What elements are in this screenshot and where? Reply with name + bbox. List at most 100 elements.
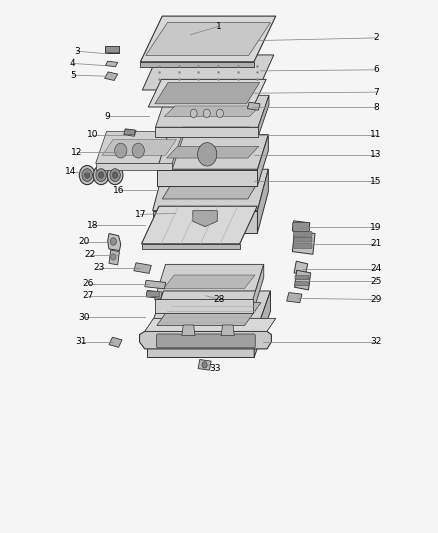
Polygon shape [155, 300, 253, 313]
Polygon shape [258, 169, 268, 233]
Polygon shape [166, 147, 259, 158]
Polygon shape [157, 135, 268, 169]
Polygon shape [157, 303, 261, 326]
Text: 15: 15 [371, 177, 382, 186]
Polygon shape [102, 140, 177, 156]
Polygon shape [109, 337, 122, 348]
FancyBboxPatch shape [293, 231, 312, 236]
Polygon shape [148, 79, 266, 107]
Circle shape [107, 165, 123, 184]
Circle shape [96, 168, 106, 181]
Polygon shape [155, 127, 258, 137]
Polygon shape [141, 244, 240, 249]
Text: 19: 19 [371, 223, 382, 232]
Polygon shape [157, 169, 258, 185]
Text: 9: 9 [105, 111, 110, 120]
FancyBboxPatch shape [106, 46, 120, 53]
Polygon shape [152, 211, 258, 233]
Text: 8: 8 [373, 102, 379, 111]
Polygon shape [163, 275, 255, 289]
Polygon shape [95, 132, 183, 164]
Circle shape [79, 165, 95, 184]
Polygon shape [182, 325, 195, 336]
FancyBboxPatch shape [293, 237, 312, 242]
Circle shape [198, 143, 217, 166]
Polygon shape [141, 16, 276, 62]
Text: 16: 16 [113, 186, 124, 195]
Circle shape [85, 172, 90, 178]
Polygon shape [155, 83, 260, 104]
Text: 14: 14 [65, 167, 76, 176]
Polygon shape [140, 332, 272, 349]
Polygon shape [106, 46, 120, 53]
Polygon shape [258, 135, 268, 185]
Circle shape [190, 109, 197, 118]
Polygon shape [147, 291, 271, 337]
Polygon shape [292, 221, 310, 233]
Text: 29: 29 [371, 295, 382, 304]
Text: 13: 13 [371, 150, 382, 159]
Polygon shape [142, 55, 274, 90]
Circle shape [110, 168, 120, 181]
Text: 18: 18 [87, 221, 98, 230]
Polygon shape [221, 325, 234, 336]
Text: 11: 11 [371, 130, 382, 139]
Polygon shape [155, 264, 264, 300]
Circle shape [202, 362, 207, 368]
Polygon shape [95, 164, 172, 169]
FancyBboxPatch shape [147, 292, 159, 297]
FancyBboxPatch shape [295, 276, 309, 280]
Text: 12: 12 [71, 148, 83, 157]
Text: 27: 27 [82, 291, 94, 300]
Polygon shape [145, 318, 276, 332]
Polygon shape [164, 106, 260, 117]
Text: 17: 17 [134, 210, 146, 219]
Text: 31: 31 [76, 337, 87, 346]
Polygon shape [146, 290, 162, 298]
Circle shape [203, 109, 210, 118]
Text: 20: 20 [78, 237, 89, 246]
Circle shape [110, 238, 117, 245]
Polygon shape [294, 270, 311, 290]
Polygon shape [152, 169, 268, 211]
Polygon shape [162, 181, 259, 199]
Text: 28: 28 [213, 295, 225, 304]
Circle shape [115, 143, 127, 158]
Polygon shape [183, 127, 250, 135]
Text: 10: 10 [87, 130, 98, 139]
Text: 21: 21 [371, 239, 382, 248]
Polygon shape [198, 360, 211, 370]
Circle shape [93, 165, 109, 184]
Polygon shape [147, 337, 254, 358]
Polygon shape [134, 263, 151, 273]
Polygon shape [163, 275, 255, 289]
FancyBboxPatch shape [293, 244, 312, 248]
Polygon shape [102, 140, 177, 156]
Text: 33: 33 [209, 364, 220, 373]
Text: 1: 1 [216, 22, 222, 31]
Text: 24: 24 [371, 264, 382, 273]
Polygon shape [254, 291, 271, 358]
Polygon shape [247, 102, 260, 110]
Text: 32: 32 [371, 337, 382, 346]
Polygon shape [141, 206, 257, 244]
Polygon shape [141, 62, 254, 67]
Polygon shape [292, 231, 315, 254]
Circle shape [99, 172, 104, 178]
Circle shape [132, 143, 145, 158]
Polygon shape [106, 61, 118, 67]
FancyBboxPatch shape [124, 130, 135, 135]
Text: 30: 30 [78, 312, 89, 321]
Circle shape [82, 168, 92, 181]
Text: 3: 3 [74, 47, 80, 55]
Polygon shape [253, 264, 264, 313]
Polygon shape [145, 280, 166, 289]
Polygon shape [146, 22, 271, 55]
Text: 22: 22 [85, 251, 96, 260]
Text: 23: 23 [93, 263, 105, 272]
Polygon shape [258, 95, 269, 137]
Text: 6: 6 [373, 66, 379, 74]
Text: 2: 2 [373, 34, 379, 43]
Text: 4: 4 [70, 59, 75, 68]
Circle shape [216, 109, 223, 118]
